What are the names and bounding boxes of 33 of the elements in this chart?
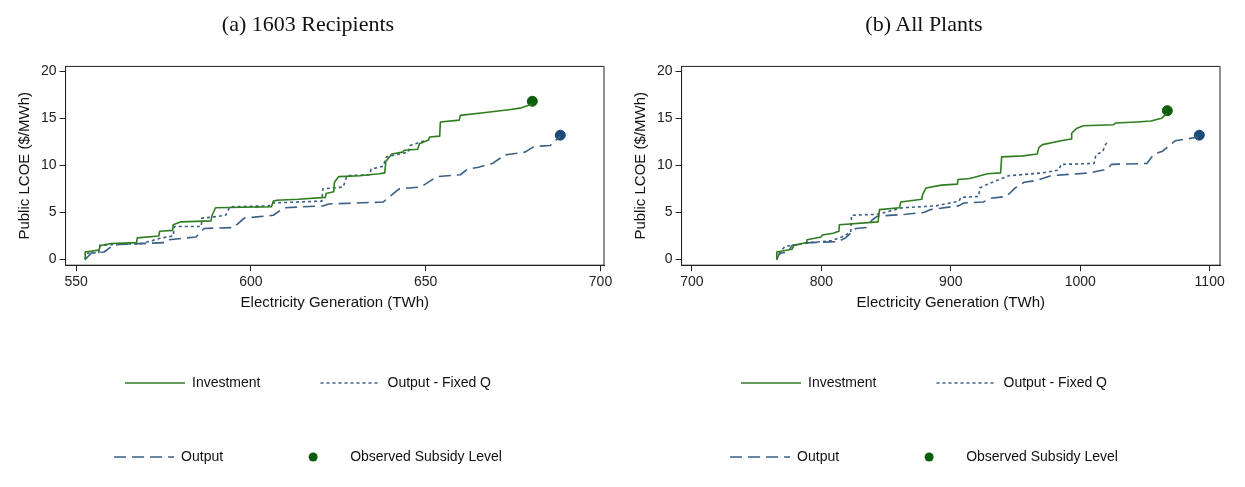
x-tick-label: 700 bbox=[680, 273, 704, 290]
x-tick-label: 1000 bbox=[1064, 273, 1096, 290]
x-tick-label: 600 bbox=[239, 273, 263, 290]
x-axis-title: Electricity Generation (TWh) bbox=[856, 293, 1045, 311]
legend-label: Output - Fixed Q bbox=[387, 373, 492, 390]
y-tick-label: 5 bbox=[48, 203, 57, 220]
legend-label: Output bbox=[797, 447, 840, 464]
legend-label: Output - Fixed Q bbox=[1003, 373, 1108, 390]
x-tick-label: 800 bbox=[809, 273, 834, 290]
y-tick-label: 15 bbox=[40, 109, 57, 126]
y-tick-label: 0 bbox=[664, 250, 673, 267]
y-tick-label: 0 bbox=[48, 250, 57, 267]
legend-label: Observed Subsidy Level bbox=[966, 447, 1118, 464]
x-axis-title: Electricity Generation (TWh) bbox=[240, 293, 429, 311]
x-tick-label: 650 bbox=[414, 273, 438, 290]
x-tick-label: 700 bbox=[588, 273, 613, 290]
y-axis-title: Public LCOE ($/MWh) bbox=[15, 92, 33, 240]
legend-label: Observed Subsidy Level bbox=[350, 447, 502, 464]
y-axis-title: Public LCOE ($/MWh) bbox=[631, 92, 649, 240]
y-tick-label: 10 bbox=[40, 156, 57, 173]
legend-label: Output bbox=[181, 447, 224, 464]
x-tick-label: 550 bbox=[64, 273, 88, 290]
legend-label: Investment bbox=[192, 373, 261, 390]
chart-title: (b) All Plants bbox=[865, 10, 983, 36]
y-tick-label: 10 bbox=[656, 156, 673, 173]
x-tick-label: 1100 bbox=[1194, 273, 1225, 290]
legend-label: Investment bbox=[808, 373, 877, 390]
y-tick-label: 20 bbox=[656, 61, 673, 78]
chart-title: (a) 1603 Recipients bbox=[221, 10, 395, 36]
y-tick-label: 20 bbox=[40, 61, 57, 78]
y-tick-label: 5 bbox=[664, 203, 673, 220]
x-tick-label: 900 bbox=[939, 273, 963, 290]
y-tick-label: 15 bbox=[656, 109, 673, 126]
